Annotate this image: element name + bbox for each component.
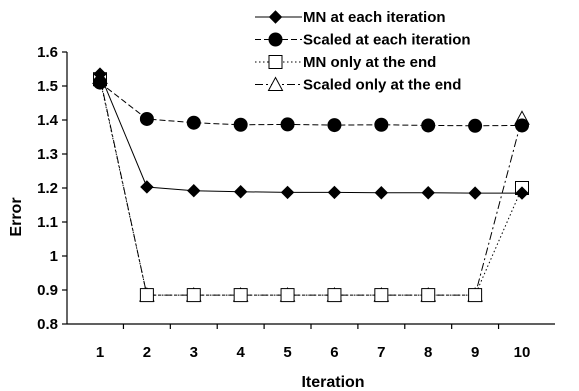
y-tick-label: 0.9 — [37, 282, 58, 299]
data-point — [327, 288, 342, 303]
legend-label: Scaled at each iteration — [303, 32, 471, 49]
y-axis-title: Error — [8, 197, 25, 236]
data-point — [421, 118, 436, 133]
series-line — [99, 77, 523, 296]
axes: 0.8 0.9 1 1.1 1.2 1.3 1.4 1.5 1.6 1 2 3 4 5 6 7 8 9 10 — [37, 44, 555, 361]
x-tick-label: 3 — [190, 344, 198, 361]
data-point — [374, 117, 389, 132]
legend-item: MN at each iteration — [255, 9, 446, 26]
series-2 — [93, 72, 529, 303]
y-tick-label: 1.4 — [37, 112, 59, 129]
legend-item: MN only at the end — [255, 54, 436, 71]
data-point — [374, 288, 389, 303]
data-point — [327, 118, 342, 133]
y-tick-label: 1.2 — [37, 180, 58, 197]
legend-label: MN at each iteration — [303, 9, 446, 26]
series-3 — [92, 69, 530, 302]
data-point — [468, 288, 483, 303]
y-tick-label: 1 — [50, 248, 58, 265]
x-tick-label: 2 — [143, 344, 151, 361]
x-tick-label: 10 — [514, 344, 531, 361]
data-point — [139, 111, 154, 126]
data-point — [468, 186, 482, 200]
data-point — [233, 185, 248, 199]
legend-marker — [268, 10, 283, 24]
data-point — [280, 117, 295, 132]
data-point — [139, 288, 154, 303]
legend-label: MN only at the end — [303, 54, 436, 71]
data-point — [421, 288, 436, 303]
data-point — [187, 184, 201, 198]
legend-marker — [268, 55, 283, 69]
x-tick-label: 7 — [377, 344, 385, 361]
y-tick-label: 1.3 — [37, 146, 58, 163]
legend-marker — [268, 32, 283, 47]
data-point — [327, 185, 342, 200]
y-tick-label: 1.1 — [37, 214, 58, 231]
data-point — [421, 186, 435, 200]
data-point — [233, 117, 248, 132]
x-tick-label: 1 — [96, 344, 104, 361]
x-axis-title: Iteration — [301, 374, 364, 391]
legend-marker — [267, 76, 284, 91]
x-tick-label: 6 — [330, 344, 338, 361]
data-point — [468, 118, 483, 133]
x-tick-label: 5 — [283, 344, 291, 361]
legend: MN at each iteration Scaled at each itera… — [255, 9, 471, 94]
data-point — [233, 288, 248, 303]
series-line — [99, 82, 523, 127]
data-point — [186, 115, 201, 130]
x-tick-label: 4 — [236, 344, 245, 361]
series-0 — [93, 67, 529, 200]
data-point — [93, 75, 107, 90]
series-layer — [92, 67, 530, 303]
legend-item: Scaled at each iteration — [255, 32, 471, 49]
series-1 — [93, 75, 529, 133]
legend-label: Scaled only at the end — [303, 77, 461, 94]
data-point — [515, 118, 529, 133]
y-tick-label: 0.8 — [37, 316, 58, 333]
y-tick-label: 1.5 — [37, 78, 58, 95]
data-point — [280, 185, 295, 200]
data-point — [186, 288, 201, 303]
data-point — [374, 186, 389, 200]
series-line — [99, 79, 523, 296]
data-point — [515, 186, 529, 200]
x-tick-label: 9 — [471, 344, 479, 361]
data-point — [140, 180, 154, 194]
x-tick-label: 8 — [424, 344, 432, 361]
y-tick-label: 1.6 — [37, 44, 58, 61]
legend-item: Scaled only at the end — [255, 76, 461, 94]
data-point — [280, 288, 295, 303]
series-line — [99, 73, 522, 194]
